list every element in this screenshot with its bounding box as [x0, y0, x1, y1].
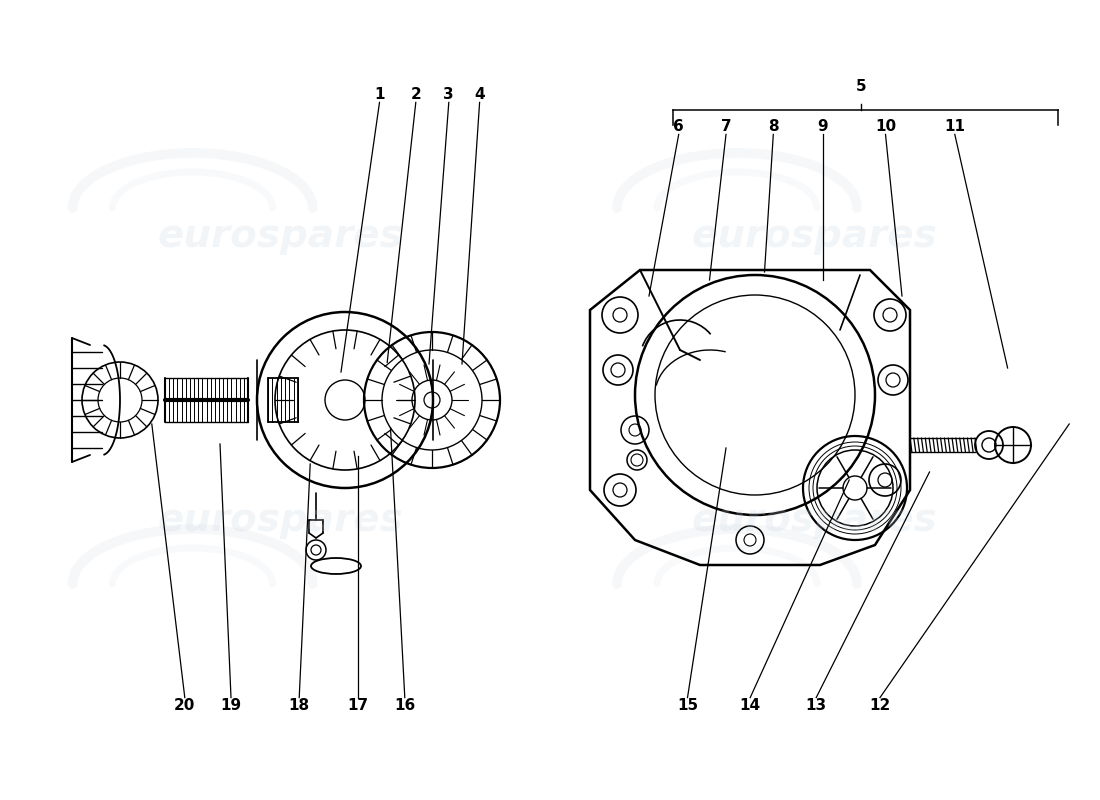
Text: 10: 10 [874, 119, 896, 134]
Text: 14: 14 [739, 698, 761, 713]
Text: eurospares: eurospares [691, 217, 937, 255]
Text: 11: 11 [944, 119, 966, 134]
Text: 16: 16 [394, 698, 416, 713]
Text: 13: 13 [805, 698, 827, 713]
Text: 20: 20 [174, 698, 196, 713]
Text: 5: 5 [856, 79, 867, 94]
Text: 15: 15 [676, 698, 698, 713]
Text: 12: 12 [869, 698, 891, 713]
Text: 18: 18 [288, 698, 310, 713]
Text: 19: 19 [220, 698, 242, 713]
Text: 6: 6 [673, 119, 684, 134]
Text: 7: 7 [720, 119, 732, 134]
Text: 3: 3 [443, 87, 454, 102]
Text: 2: 2 [410, 87, 421, 102]
Text: eurospares: eurospares [157, 217, 404, 255]
Text: 9: 9 [817, 119, 828, 134]
Text: 4: 4 [474, 87, 485, 102]
Text: 8: 8 [768, 119, 779, 134]
Text: eurospares: eurospares [691, 501, 937, 539]
Text: 1: 1 [374, 87, 385, 102]
Text: eurospares: eurospares [157, 501, 404, 539]
Text: 17: 17 [346, 698, 368, 713]
